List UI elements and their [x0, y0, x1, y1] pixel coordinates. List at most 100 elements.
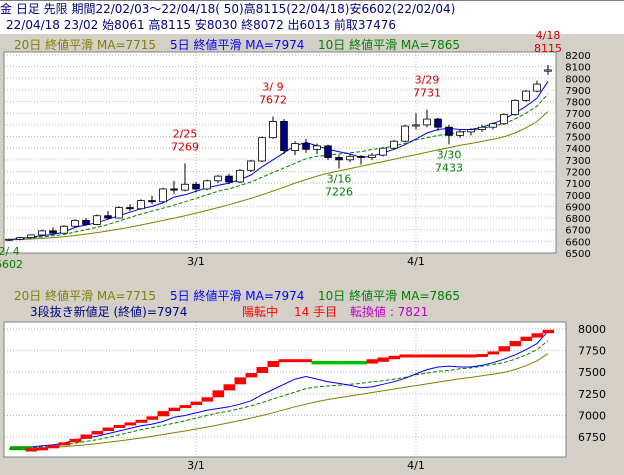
- price-y-tick-label: 7000: [565, 191, 590, 202]
- candle-up: [5, 238, 13, 241]
- candle-down: [434, 118, 442, 128]
- kagi-y-tick-label: 7750: [578, 345, 606, 358]
- kagi-up-brick: [520, 336, 533, 342]
- kagi-ma5-line: [8, 330, 549, 450]
- candle-up: [467, 129, 475, 133]
- kagi-y-tick-label: 7000: [578, 409, 606, 422]
- price-ma20-line: [8, 111, 549, 241]
- candle-up: [412, 124, 420, 127]
- kagi-up-brick: [47, 445, 60, 449]
- trough-price-label: 7226: [325, 185, 353, 198]
- kagi-up-brick: [421, 354, 434, 358]
- candle-up: [269, 120, 277, 139]
- kagi-up-brick: [289, 359, 302, 363]
- kagi-up-brick: [267, 360, 280, 367]
- peak-date-label: 4/18: [536, 29, 561, 42]
- kagi-up-brick: [399, 354, 412, 358]
- kagi-ma20-line: [8, 353, 549, 450]
- price-y-tick-label: 8000: [565, 74, 590, 85]
- candle-up: [379, 147, 387, 156]
- kagi-up-brick: [454, 354, 467, 358]
- chart-header-quote: 22/04/18 23/02 始8061 高8115 安8030 終8072 出…: [0, 17, 624, 34]
- kagi-up-brick: [278, 359, 291, 363]
- kagi-down-brick: [322, 360, 335, 365]
- kagi-up-brick: [388, 355, 401, 360]
- peak-date-label: 3/29: [415, 74, 440, 87]
- kagi-up-brick: [498, 346, 511, 352]
- candle-up: [390, 140, 398, 149]
- kagi-label: 3段抜き新値足 (終値)=7974: [30, 305, 188, 319]
- candle-up: [16, 237, 24, 240]
- candle-up: [456, 131, 464, 136]
- price-y-tick-label: 8100: [565, 63, 590, 74]
- kagi-up-brick: [476, 354, 489, 358]
- bottom-legend-ma5: 5日 終値平滑 MA=7974: [170, 289, 305, 303]
- price-y-tick-label: 6700: [565, 226, 590, 237]
- kagi-start-segment: [10, 446, 32, 451]
- kagi-up-brick: [487, 351, 500, 355]
- price-y-tick-label: 7500: [565, 133, 590, 144]
- candle-down: [192, 183, 200, 190]
- candle-up: [38, 230, 46, 236]
- kagi-up-brick: [223, 384, 236, 391]
- kagi-up-brick: [300, 359, 313, 363]
- kagi-up-brick: [531, 333, 544, 338]
- kagi-state: 陽転中: [242, 305, 279, 319]
- kagi-up-brick: [58, 442, 71, 446]
- candle-down: [126, 207, 134, 210]
- price-y-tick-label: 7100: [565, 179, 590, 190]
- price-y-tick-label: 7700: [565, 109, 590, 120]
- legend-ma10: 10日 終値平滑 MA=7865: [318, 38, 461, 52]
- kagi-down-brick: [355, 360, 368, 365]
- kagi-up-brick: [36, 447, 49, 451]
- kagi-up-brick: [432, 354, 445, 358]
- kagi-up-brick: [366, 359, 379, 364]
- candle-down: [280, 120, 288, 151]
- kagi-steps: 14 手目: [294, 305, 338, 319]
- price-y-tick-label: 7600: [565, 121, 590, 132]
- candle-up: [522, 90, 530, 101]
- candle-up: [71, 219, 79, 227]
- kagi-up-brick: [91, 431, 104, 435]
- candle-down: [225, 175, 233, 183]
- price-y-tick-label: 6600: [565, 237, 590, 248]
- price-y-tick-label: 6900: [565, 202, 590, 213]
- candle-down: [445, 126, 453, 136]
- candle-up: [544, 69, 552, 72]
- candle-down: [148, 200, 156, 203]
- candle-up: [478, 126, 486, 130]
- kagi-up-brick: [157, 411, 170, 417]
- candle-up: [489, 123, 497, 128]
- trough-date-label: 3/30: [437, 148, 462, 161]
- kagi-down-brick: [344, 360, 357, 365]
- candle-down: [357, 155, 365, 158]
- kagi-up-brick: [168, 407, 181, 412]
- kagi-up-brick: [80, 434, 93, 439]
- trough-price-label: 7433: [435, 161, 463, 174]
- kagi-x-tick-label: 3/1: [187, 459, 205, 472]
- candle-up: [533, 83, 541, 92]
- kagi-up-brick: [69, 438, 82, 443]
- candle-up: [401, 125, 409, 142]
- peak-date-label: 2/25: [173, 127, 198, 140]
- kagi-up-brick: [201, 397, 214, 402]
- candle-up: [159, 188, 167, 203]
- candle-up: [368, 154, 376, 158]
- kagi-up-brick: [234, 377, 247, 385]
- candle-up: [236, 169, 244, 183]
- kagi-up-brick: [256, 367, 269, 374]
- price-y-tick-label: 6800: [565, 214, 590, 225]
- kagi-plot-frame: [3, 321, 567, 458]
- candle-up: [247, 160, 255, 171]
- candle-down: [302, 143, 310, 150]
- kagi-up-brick: [135, 419, 148, 423]
- kagi-up-brick: [443, 354, 456, 358]
- chart-header-period: 金 日足 先限 期間22/02/03～22/04/18( 50)高8115(22…: [0, 0, 624, 17]
- candle-up: [60, 225, 68, 234]
- bottom-legend-ma20: 20日 終値平滑 MA=7715: [14, 289, 157, 303]
- peak-price-label: 7269: [171, 140, 199, 153]
- trough-date-label: 2/ 4: [0, 245, 20, 258]
- price-y-tick-label: 7900: [565, 86, 590, 97]
- kagi-up-brick: [542, 329, 555, 334]
